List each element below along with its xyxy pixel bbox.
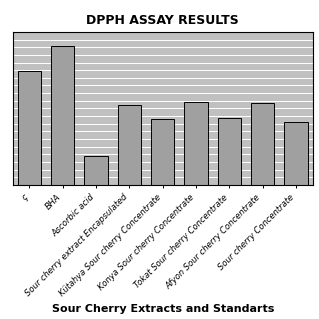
X-axis label: Sour Cherry Extracts and Standarts: Sour Cherry Extracts and Standarts bbox=[51, 304, 274, 314]
Title: DPPH ASSAY RESULTS: DPPH ASSAY RESULTS bbox=[86, 14, 239, 26]
Bar bbox=[218, 118, 241, 185]
Bar bbox=[184, 102, 208, 185]
Bar bbox=[251, 103, 274, 185]
Bar bbox=[284, 122, 308, 185]
Bar bbox=[85, 156, 108, 185]
Bar bbox=[18, 71, 41, 185]
Bar bbox=[118, 105, 141, 185]
Bar bbox=[51, 47, 74, 185]
Bar bbox=[151, 119, 174, 185]
